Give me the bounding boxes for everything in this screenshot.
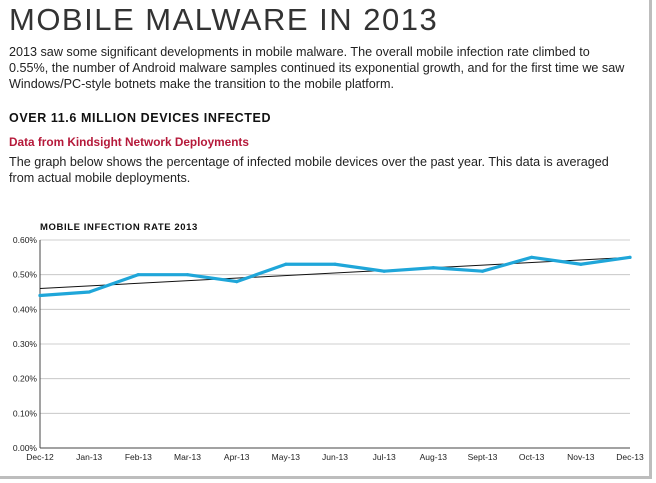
data-point (235, 280, 239, 284)
page-title: MOBILE MALWARE IN 2013 (9, 2, 439, 37)
x-tick-label: May-13 (272, 452, 301, 462)
data-point (382, 269, 386, 273)
y-tick-label: 0.20% (13, 374, 38, 384)
y-tick-label: 0.30% (13, 339, 38, 349)
x-tick-label: Aug-13 (420, 452, 448, 462)
data-point (530, 255, 534, 259)
x-tick-label: Apr-13 (224, 452, 250, 462)
data-point (38, 293, 42, 298)
y-tick-label: 0.50% (13, 270, 38, 280)
data-point (185, 273, 190, 277)
x-tick-label: Mar-13 (174, 452, 201, 462)
data-point (333, 262, 337, 266)
data-point (87, 290, 91, 294)
data-point (480, 269, 485, 273)
y-tick-label: 0.00% (13, 443, 38, 453)
x-tick-label: Jun-13 (322, 452, 348, 462)
x-tick-label: Nov-13 (567, 452, 595, 462)
chart-description: The graph below shows the percentage of … (9, 155, 609, 185)
data-point (579, 262, 583, 266)
infection-rate-chart: MOBILE INFECTION RATE 2013 0.00% 0.10% 0.2… (13, 222, 644, 462)
section-subheading: Data from Kindsight Network Deployments (9, 135, 249, 149)
y-tick-label: 0.40% (13, 304, 38, 314)
y-tick-label: 0.60% (13, 235, 38, 245)
section-heading: OVER 11.6 MILLION DEVICES INFECTED (9, 111, 272, 125)
chart-title: MOBILE INFECTION RATE 2013 (40, 222, 198, 233)
trend-line (39, 256, 631, 290)
x-tick-label: Dec-13 (616, 452, 644, 462)
data-point (136, 273, 140, 277)
y-tick-label: 0.10% (13, 408, 38, 418)
x-tick-label: Dec-12 (26, 452, 54, 462)
data-point (431, 266, 435, 270)
data-point (284, 262, 288, 266)
intro-paragraph: 2013 saw some significant developments i… (9, 45, 625, 91)
x-tick-label: Oct-13 (519, 452, 545, 462)
x-tick-label: Feb-13 (125, 452, 152, 462)
x-tick-label: Jan-13 (76, 452, 102, 462)
data-point (628, 255, 632, 259)
x-tick-label: Jul-13 (373, 452, 396, 462)
x-tick-label: Sept-13 (468, 452, 498, 462)
